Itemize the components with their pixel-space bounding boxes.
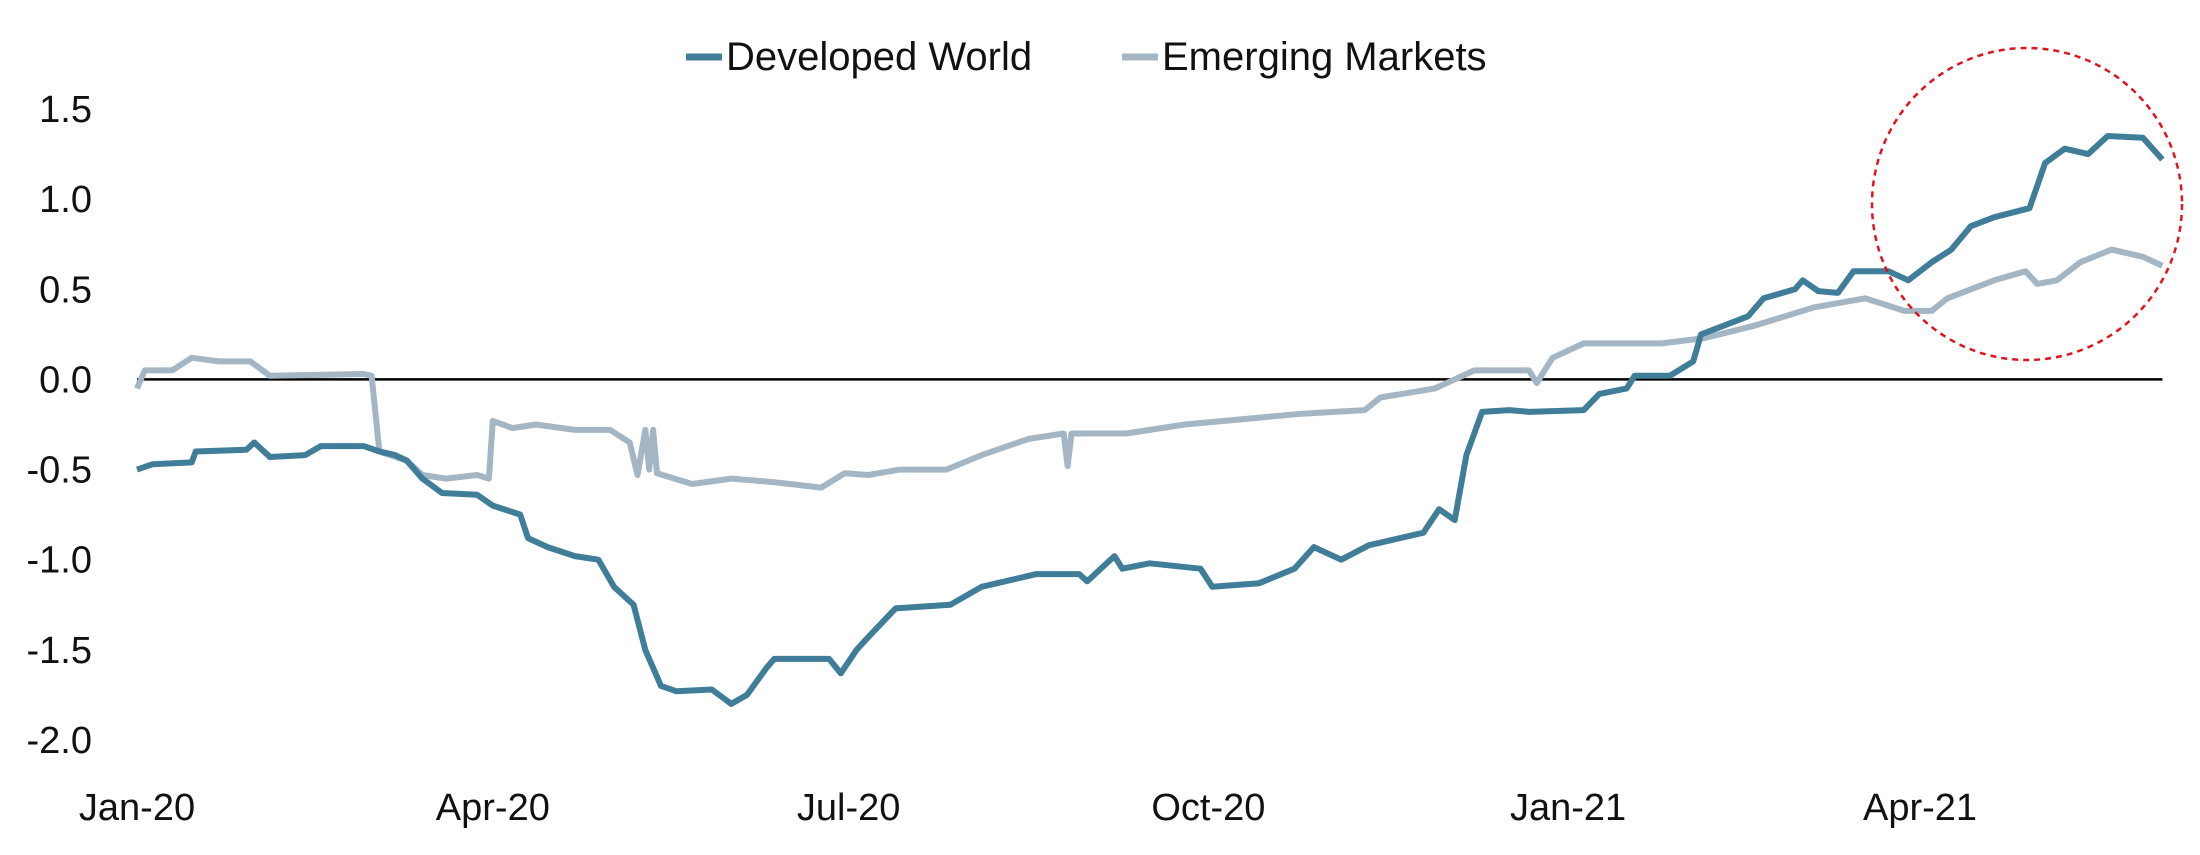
highlight-circle-annotation: [1870, 46, 2184, 362]
y-tick-label: -2.0: [27, 720, 92, 762]
y-axis: 1.5 1.0 0.5 0.0 -0.5 -1.0 -1.5 -2.0: [27, 89, 92, 762]
y-tick-label: 0.5: [39, 269, 92, 311]
x-axis: Jan-20 Apr-20 Jul-20 Oct-20 Jan-21 Apr-21: [79, 787, 1977, 829]
legend-item-developed-world: Developed World: [686, 35, 1032, 79]
x-tick-label: Apr-20: [436, 787, 550, 829]
y-tick-label: 0.0: [39, 359, 92, 401]
legend: Developed World Emerging Markets: [686, 35, 1487, 79]
y-tick-label: -1.0: [27, 540, 92, 582]
series-line-emerging-markets: [134, 246, 2164, 491]
series-line-developed-world: [136, 133, 2165, 707]
x-tick-label: Oct-20: [1151, 787, 1265, 829]
legend-label-developed-world: Developed World: [726, 35, 1032, 79]
y-tick-label: -1.5: [27, 630, 92, 672]
x-tick-label: Jul-20: [797, 787, 901, 829]
y-tick-label: 1.0: [39, 179, 92, 221]
y-tick-label: -0.5: [27, 450, 92, 492]
x-tick-label: Apr-21: [1863, 787, 1977, 829]
series-lines: [134, 133, 2165, 707]
x-tick-label: Jan-20: [79, 787, 195, 829]
x-tick-label: Jan-21: [1510, 787, 1626, 829]
legend-label-emerging-markets: Emerging Markets: [1162, 35, 1487, 79]
y-tick-label: 1.5: [39, 89, 92, 131]
legend-item-emerging-markets: Emerging Markets: [1122, 35, 1487, 79]
